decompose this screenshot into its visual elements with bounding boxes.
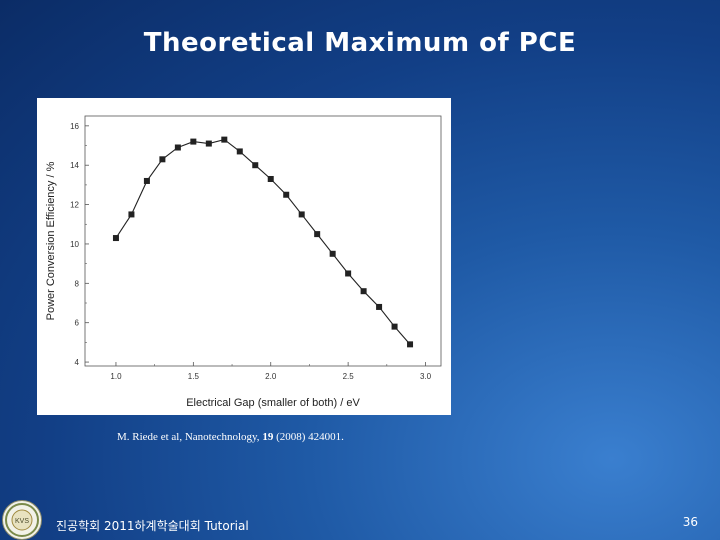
page-number: 36 — [682, 515, 698, 529]
citation-rest: (2008) 424001. — [273, 431, 344, 443]
y-axis-label: Power Conversion Efficiency / % — [45, 161, 57, 320]
series-line — [115, 139, 411, 345]
x-tick-label: 1.0 — [110, 372, 122, 381]
data-point — [174, 144, 181, 151]
data-point — [236, 148, 243, 155]
x-tick-label: 2.0 — [265, 372, 277, 381]
x-tick-label: 2.5 — [343, 372, 355, 381]
x-tick-label: 3.0 — [420, 372, 432, 381]
data-point — [143, 177, 150, 184]
data-point — [205, 140, 212, 147]
data-point — [407, 341, 414, 348]
footer-text: 진공학회 2011하계학술대회 Tutorial — [56, 519, 249, 533]
y-tick-label: 4 — [75, 358, 80, 367]
y-tick-label: 14 — [70, 161, 79, 170]
y-tick-label: 8 — [75, 279, 80, 288]
data-point — [314, 231, 321, 238]
data-point — [298, 211, 305, 218]
data-point — [329, 250, 336, 257]
y-tick-label: 6 — [75, 319, 80, 328]
data-point — [252, 162, 259, 169]
society-logo: KVS — [2, 500, 42, 540]
citation-authors: M. Riede et al, Nanotechnology, — [117, 431, 263, 443]
y-tick-label: 10 — [70, 240, 79, 249]
data-point — [283, 191, 290, 198]
logo-text: KVS — [15, 518, 29, 525]
data-point — [376, 303, 383, 310]
chart-series — [112, 136, 414, 348]
x-axis-label: Electrical Gap (smaller of both) / eV — [186, 397, 360, 409]
chart-axes — [84, 115, 442, 367]
chart-container: 4 6 8 10 12 14 16 1.0 1.5 2.0 2.5 3.0 Electrical Ga… — [37, 98, 451, 415]
y-tick-label: 12 — [70, 201, 79, 210]
data-point — [345, 270, 352, 277]
plot-frame — [84, 115, 442, 367]
pce-chart: 4 6 8 10 12 14 16 1.0 1.5 2.0 2.5 3.0 Electrical Ga… — [45, 115, 442, 409]
data-point — [190, 138, 197, 145]
data-point — [360, 288, 367, 295]
citation: M. Riede et al, Nanotechnology, 19 (2008… — [117, 431, 344, 443]
chart-ticks: 4 6 8 10 12 14 16 1.0 1.5 2.0 2.5 3.0 — [70, 122, 432, 381]
data-point — [267, 175, 274, 182]
data-point — [128, 211, 135, 218]
slide-title: Theoretical Maximum of PCE — [143, 28, 577, 58]
data-point — [221, 136, 228, 143]
data-point — [391, 323, 398, 330]
x-tick-label: 1.5 — [188, 372, 200, 381]
data-point — [112, 235, 119, 242]
y-tick-label: 16 — [70, 122, 79, 131]
citation-volume: 19 — [262, 431, 274, 443]
data-point — [159, 156, 166, 163]
